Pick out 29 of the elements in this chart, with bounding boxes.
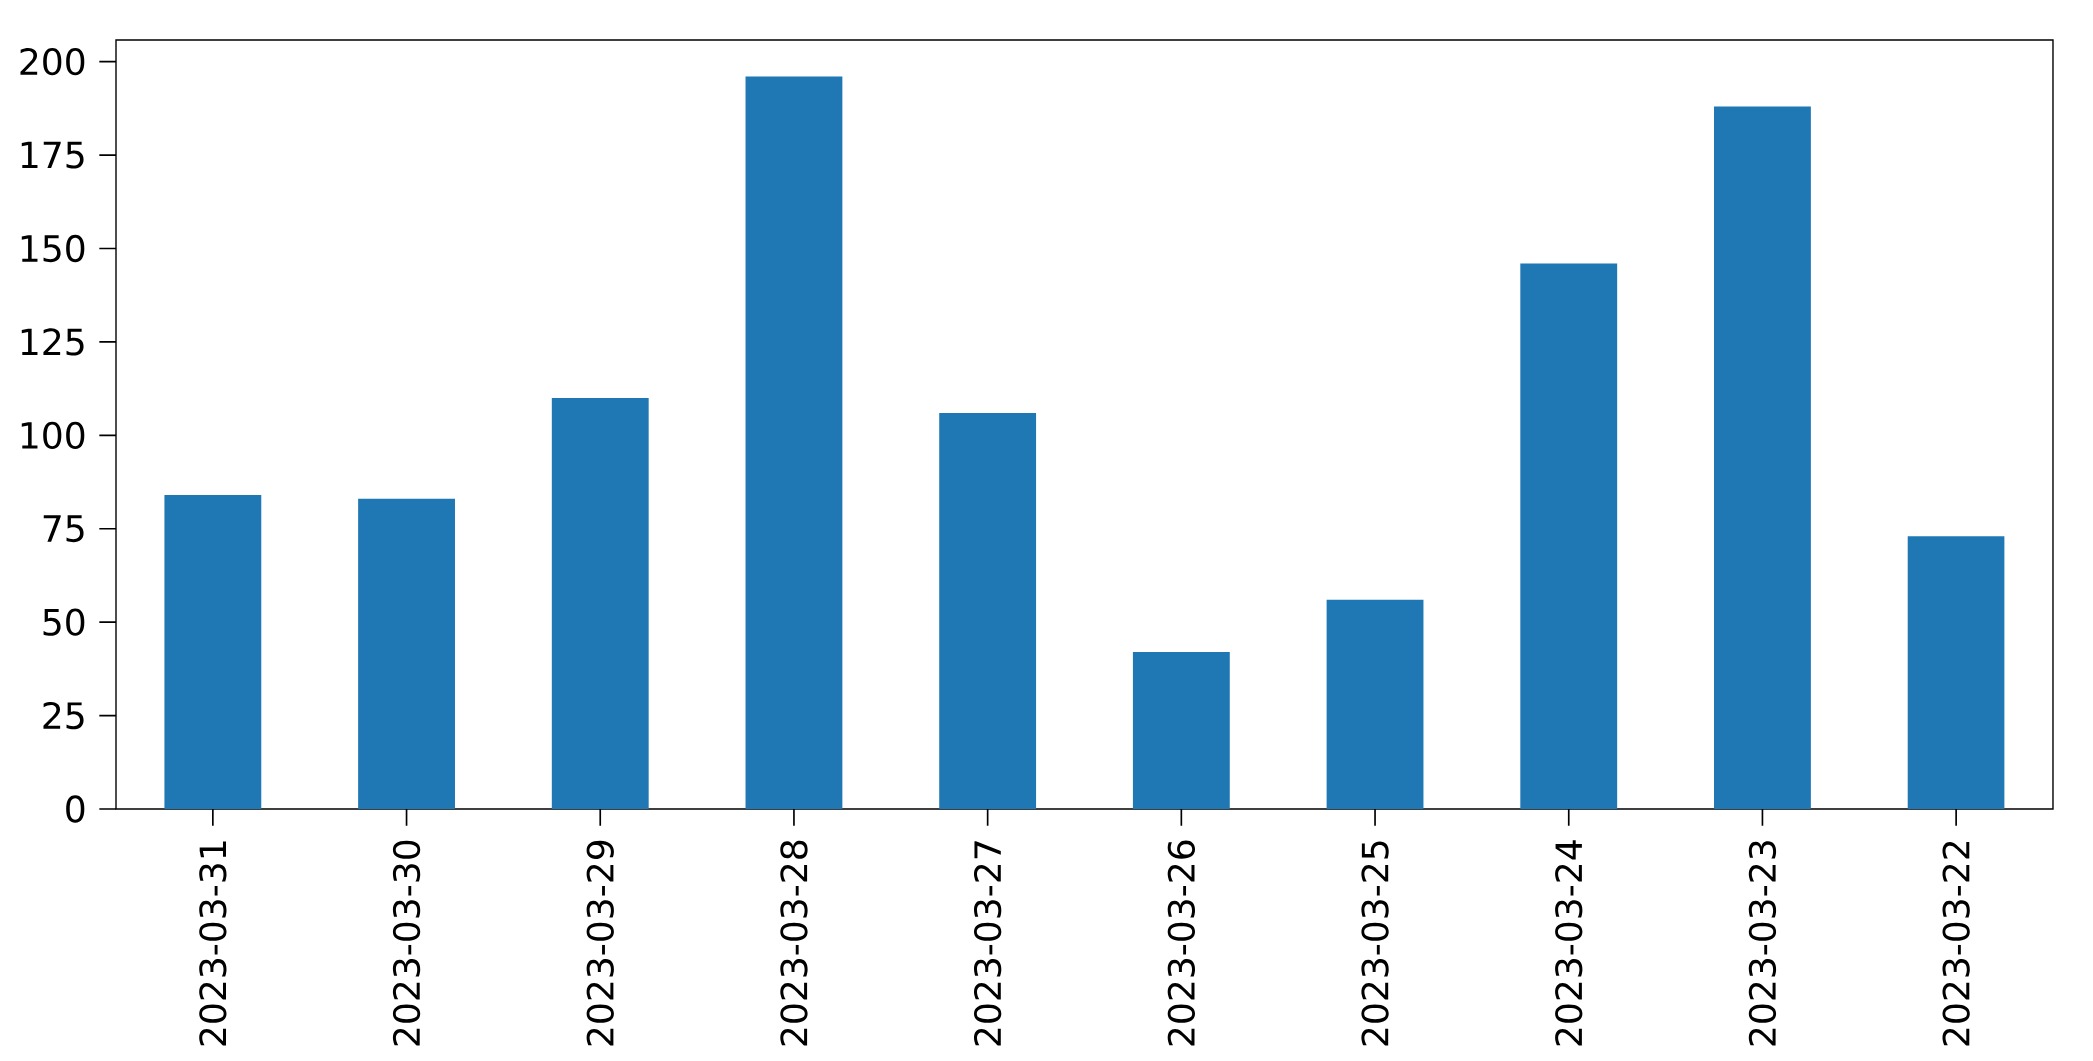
y-tick-label: 75 bbox=[43, 515, 84, 543]
bar bbox=[164, 495, 262, 809]
x-tick-label: 2023-03-24 bbox=[1555, 840, 1583, 1046]
bar bbox=[1520, 263, 1618, 809]
x-tick-label: 2023-03-25 bbox=[1361, 841, 1389, 1046]
x-tick-label: 2023-03-29 bbox=[586, 840, 614, 1046]
y-tick-label: 150 bbox=[21, 234, 85, 263]
y-tick-label: 200 bbox=[20, 48, 85, 76]
x-tick-label: 2023-03-31 bbox=[199, 841, 227, 1046]
bar bbox=[1132, 652, 1230, 809]
x-tick-label: 2023-03-22 bbox=[1942, 841, 1970, 1046]
y-tick-label: 125 bbox=[21, 328, 84, 356]
x-tick-label: 2023-03-27 bbox=[974, 841, 1002, 1046]
bar bbox=[1714, 106, 1811, 809]
y-tick-label: 100 bbox=[21, 421, 85, 449]
x-tick-label: 2023-03-26 bbox=[1167, 840, 1196, 1046]
bar bbox=[939, 412, 1037, 809]
bar bbox=[1907, 536, 2005, 809]
y-tick-label: 0 bbox=[66, 795, 85, 823]
y-tick-label: 50 bbox=[43, 608, 85, 636]
y-tick-label: 175 bbox=[21, 141, 84, 169]
bar bbox=[551, 397, 649, 809]
x-tick-label: 2023-03-30 bbox=[392, 840, 421, 1046]
bar bbox=[745, 76, 843, 809]
y-tick-label: 25 bbox=[43, 701, 84, 730]
x-tick-label: 2023-03-23 bbox=[1748, 841, 1777, 1046]
bar bbox=[1326, 599, 1424, 809]
bar bbox=[358, 498, 455, 809]
x-tick-label: 2023-03-28 bbox=[780, 840, 808, 1046]
